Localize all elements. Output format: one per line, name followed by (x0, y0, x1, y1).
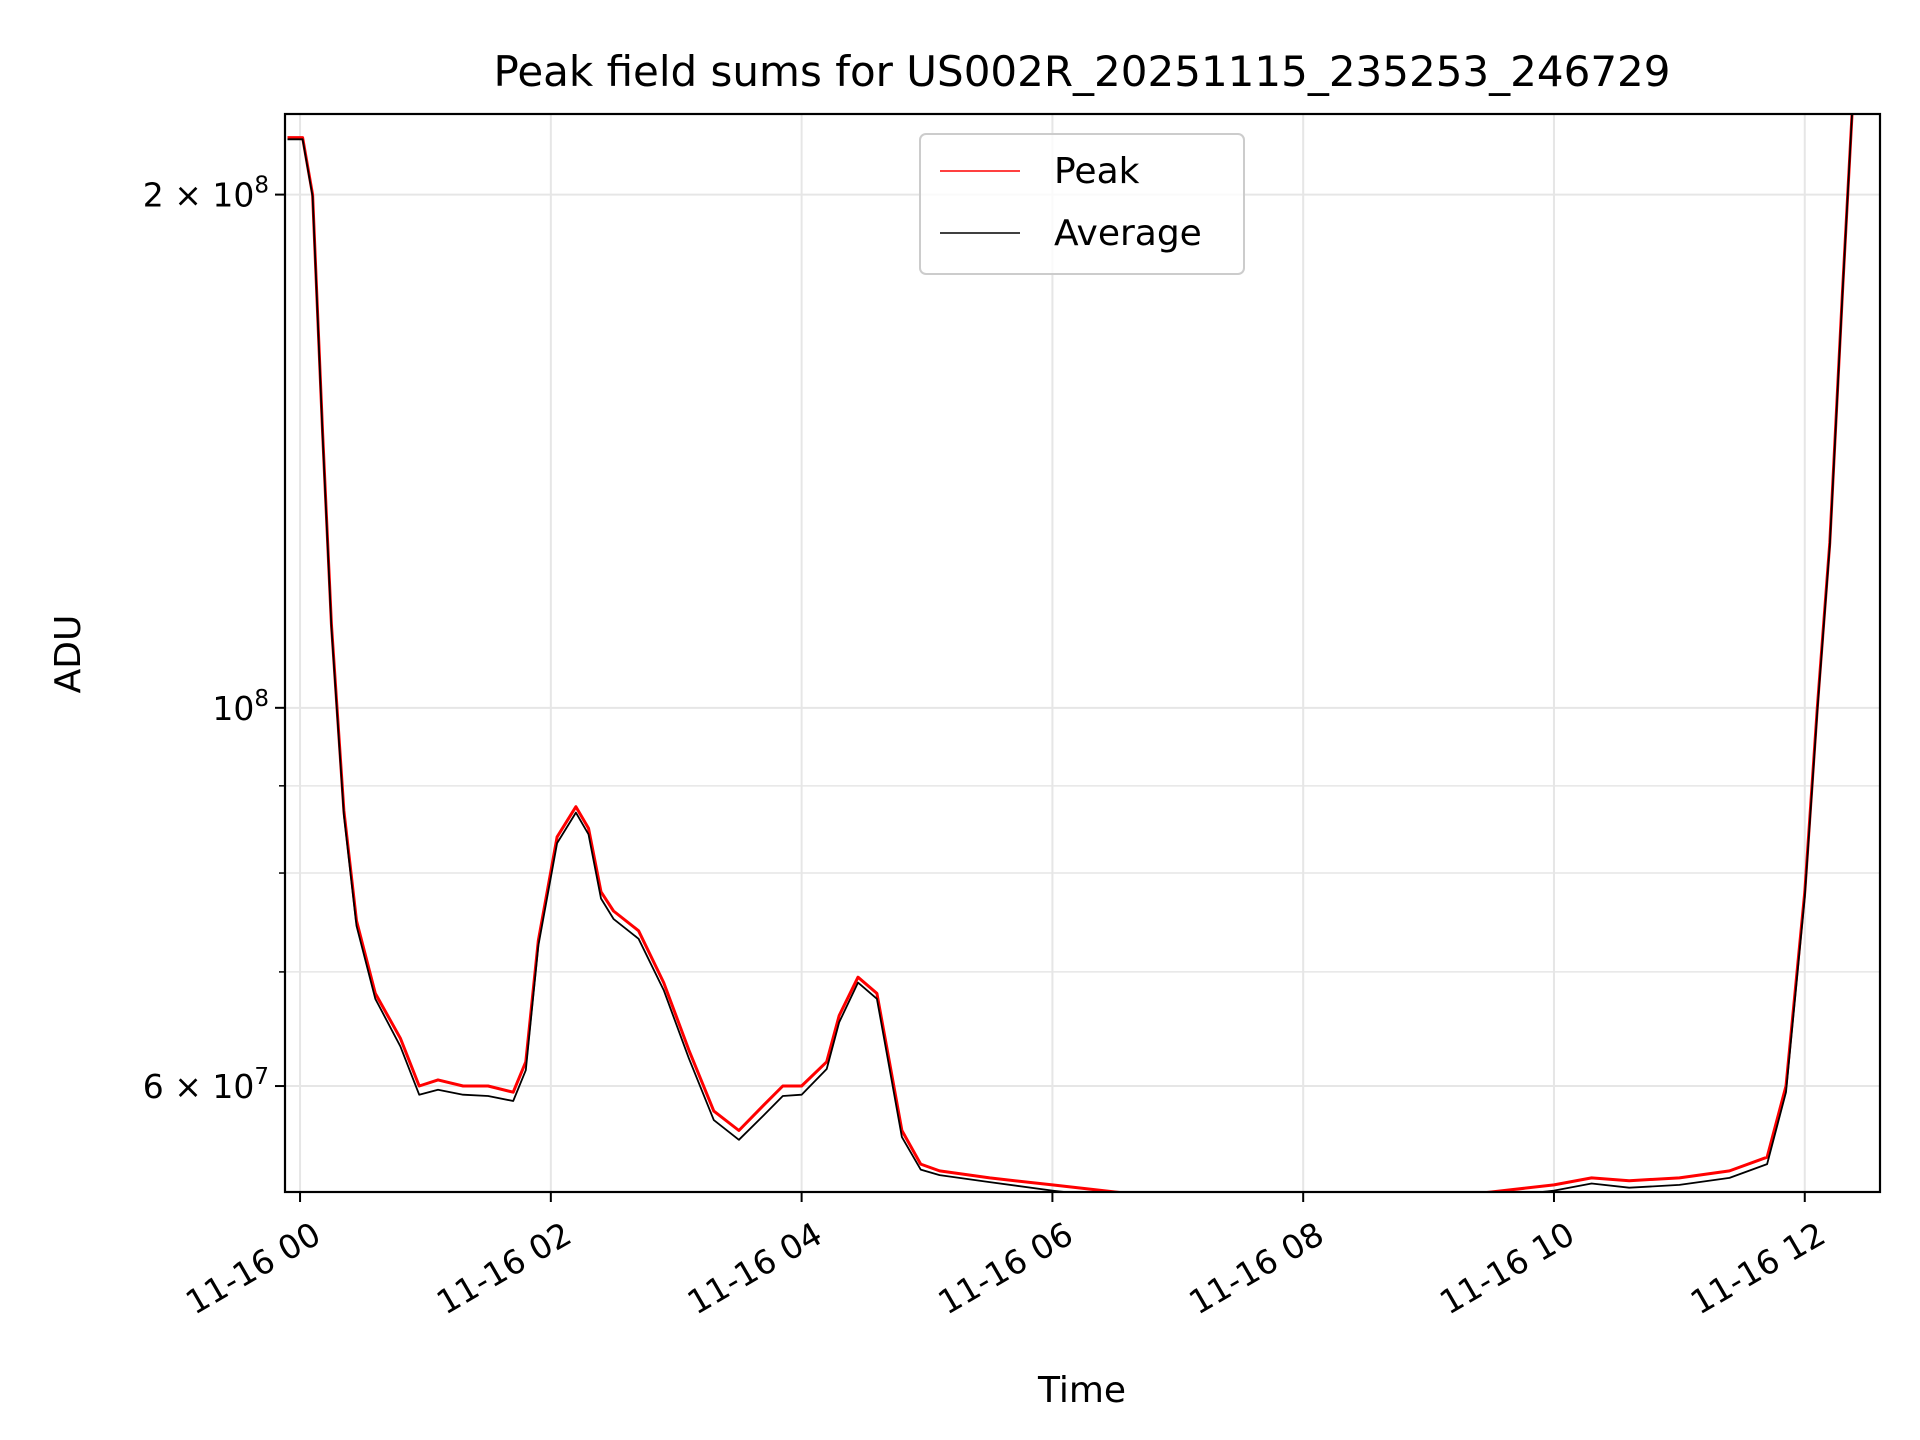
y-tick-label: 6 × 107 (143, 1064, 269, 1106)
plot-frame (283, 112, 1882, 1194)
y-tick-label: 108 (212, 686, 269, 728)
legend-box (919, 133, 1245, 275)
chart-title: Peak field sums for US002R_20251115_2352… (494, 47, 1671, 96)
y-axis-label: ADU (48, 615, 89, 694)
legend-average-label: Average (1054, 213, 1202, 254)
legend-peak-label: Peak (1054, 151, 1140, 192)
y-tick-label: 2 × 108 (143, 173, 269, 215)
y-axis: 6 × 107 108 2 × 108 (143, 173, 285, 1106)
x-axis-label: Time (1037, 1370, 1126, 1411)
series-line-average (287, 114, 1853, 1192)
series-line-peak (287, 114, 1854, 1192)
series-layer (287, 114, 1854, 1192)
legend: Peak Average (919, 133, 1245, 275)
